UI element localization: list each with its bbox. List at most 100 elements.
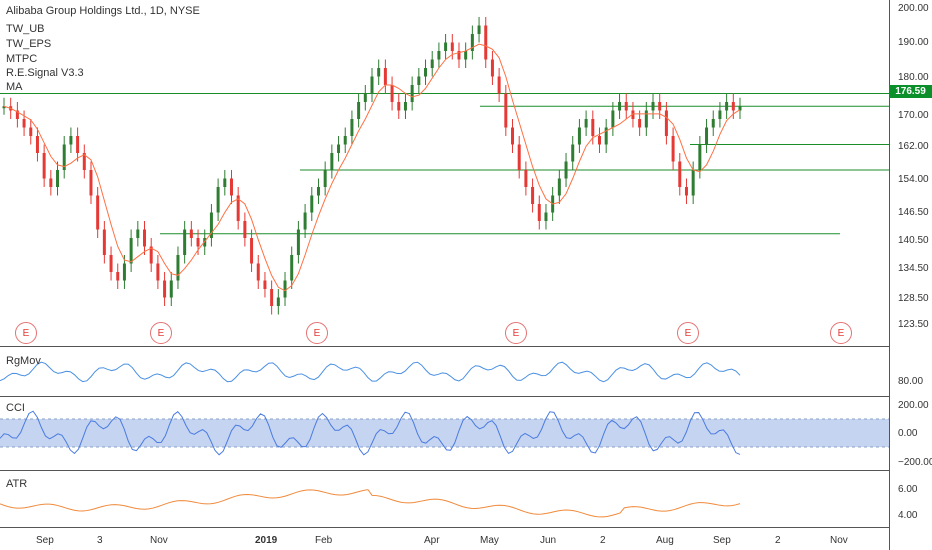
candle-body [143,229,147,247]
legend-tw-eps[interactable]: TW_EPS [6,38,52,50]
earnings-marker[interactable]: E [150,322,172,344]
earnings-marker[interactable]: E [505,322,527,344]
candle-body [370,76,374,94]
candle-body [470,34,474,51]
candle-body [256,263,260,281]
price-axis[interactable] [889,0,932,550]
candle-body [129,238,133,264]
candle-body [56,170,60,187]
rgmov-title[interactable]: RgMov [6,355,41,367]
legend-ma[interactable]: MA [6,81,23,93]
candle-body [571,144,575,162]
price-tick: 162.00 [898,141,929,152]
candle-body [109,255,113,272]
time-tick: Nov [830,535,848,546]
candle-body [698,144,702,170]
candle-body [223,178,227,187]
candle-body [250,238,254,264]
legend-mtpc[interactable]: MTPC [6,53,38,65]
price-tick: 146.50 [898,207,929,218]
candle-body [664,110,668,136]
candle-body [156,263,160,281]
cci-title[interactable]: CCI [6,402,25,414]
candle-body [303,212,307,230]
candle-body [42,153,46,179]
candle-body [671,136,675,162]
earnings-marker[interactable]: E [830,322,852,344]
time-tick: Sep [713,535,731,546]
panel-separator[interactable] [0,346,889,347]
atr-title[interactable]: ATR [6,478,28,490]
legend-re-signal[interactable]: R.E.Signal V3.3 [6,67,84,79]
candle-body [430,59,434,68]
candle-body [544,212,548,221]
panel-separator[interactable] [0,396,889,397]
candle-body [457,51,461,60]
price-tick: 134.50 [898,263,929,274]
candle-body [557,178,561,196]
candle-body [517,144,521,170]
candle-body [618,102,622,111]
candle-body [22,119,26,128]
candle-body [209,212,213,238]
candle-body [163,280,167,298]
time-tick: 2 [775,535,781,546]
candle-body [310,195,314,213]
price-tick: 140.50 [898,235,929,246]
candle-body [691,170,695,196]
candle-body [444,42,448,51]
candle-body [397,102,401,111]
candle-body [511,127,515,145]
panel-separator[interactable] [0,470,889,471]
price-tick: 170.00 [898,110,929,121]
candle-body [243,221,247,238]
candle-body [76,136,80,153]
candle-body [725,102,729,111]
candle-body [564,161,568,179]
candle-body [410,85,414,102]
candle-body [15,110,19,119]
chart-canvas[interactable] [0,0,889,550]
candle-body [69,136,73,145]
candle-body [450,42,454,51]
candle-body [149,246,153,264]
time-tick: May [480,535,499,546]
candle-body [122,263,126,281]
candle-body [738,106,742,111]
rgmov-plot [0,361,741,383]
rgmov-tick: 80.00 [898,376,924,387]
candle-body [658,102,662,111]
candle-body [116,272,120,281]
candle-body [377,68,381,77]
candle-body [363,93,367,102]
earnings-marker[interactable]: E [306,322,328,344]
cci-tick: 200.00 [898,400,929,411]
legend-tw-ub[interactable]: TW_UB [6,23,45,35]
candle-body [2,106,6,109]
candle-body [464,51,468,60]
candle-body [337,144,341,153]
candle-body [477,25,481,34]
price-tick: 128.50 [898,293,929,304]
price-tick: 154.00 [898,174,929,185]
time-tick: Feb [315,535,333,546]
current-price-label[interactable]: 176.59 [889,85,932,98]
candle-body [176,255,180,281]
candle-body [236,195,240,221]
candle-body [270,289,274,306]
earnings-marker[interactable]: E [15,322,37,344]
candle-body [357,102,361,119]
candle-body [497,76,501,94]
cci-line [0,410,741,456]
candle-body [89,170,93,196]
candle-body [62,144,66,170]
candle-body [49,178,53,187]
candle-body [631,110,635,119]
cci-tick: 0.00 [898,428,918,439]
candle-body [263,280,267,289]
rgmov-line [0,361,741,383]
candle-body [484,25,488,60]
candle-body [624,102,628,111]
earnings-marker[interactable]: E [677,322,699,344]
chart-title[interactable]: Alibaba Group Holdings Ltd., 1D, NYSE [6,5,200,17]
